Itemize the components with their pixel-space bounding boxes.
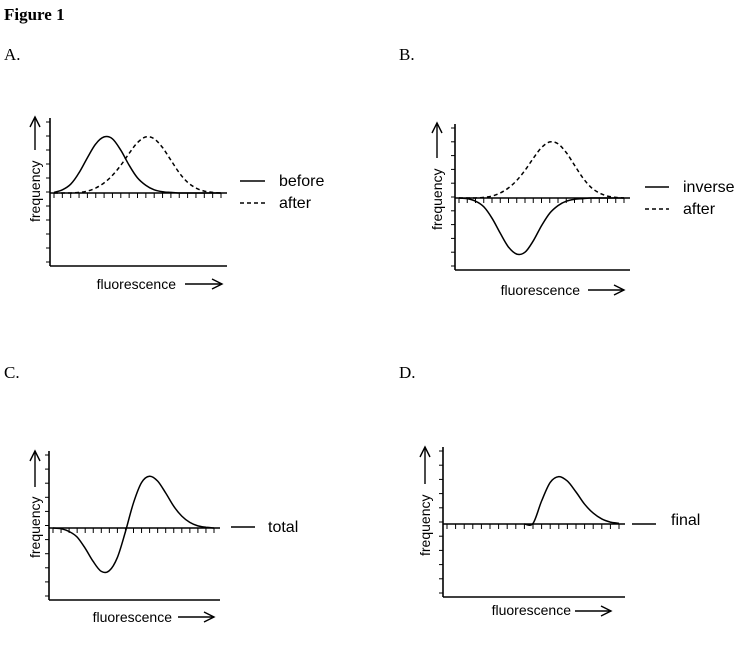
x-axis-label-a: fluorescence [97,276,177,292]
y-arrow-head [29,449,41,462]
series-line-total [52,475,215,574]
x-arrow-head [203,611,216,623]
panel-label-b: B. [399,45,415,64]
legend-label-total: total [268,519,298,536]
x-arrow-head [600,605,613,617]
legend-label-after-b: after [683,201,716,218]
panel-label-d: D. [399,363,416,382]
series-line-inverse [458,197,624,256]
y-axis-label-b: frequency [429,169,445,230]
x-axis-label-c: fluorescence [93,609,173,625]
y-arrow-head [431,121,443,134]
series-line-after [54,135,222,194]
y-arrow-head [419,445,431,458]
x-arrow-head [211,278,224,290]
y-axis-label-d: frequency [417,495,433,556]
x-axis-label-b: fluorescence [501,282,581,298]
panel-b: B. fluorescence frequency inverse after [399,45,735,298]
series-line-before [53,135,221,194]
legend-label-inverse: inverse [683,179,735,196]
y-axis-label-a: frequency [27,161,43,222]
x-arrow-head [613,284,626,296]
panel-label-c: C. [4,363,20,382]
legend-label-after-a: after [279,195,312,212]
legend-label-before: before [279,173,324,190]
panel-a: A. fluorescence frequency before after [4,45,324,292]
x-axis-label-d: fluorescence [492,602,572,618]
panel-label-a: A. [4,45,21,64]
panel-c: C. fluorescence frequency total [4,363,298,625]
panel-d: D. fluorescence frequency final [399,363,700,618]
y-axis-label-c: frequency [27,497,43,558]
figure-title: Figure 1 [4,5,65,24]
series-line-final [524,475,620,526]
legend-label-final: final [671,512,700,529]
series-line-after [458,140,625,199]
y-arrow-head [29,115,41,128]
